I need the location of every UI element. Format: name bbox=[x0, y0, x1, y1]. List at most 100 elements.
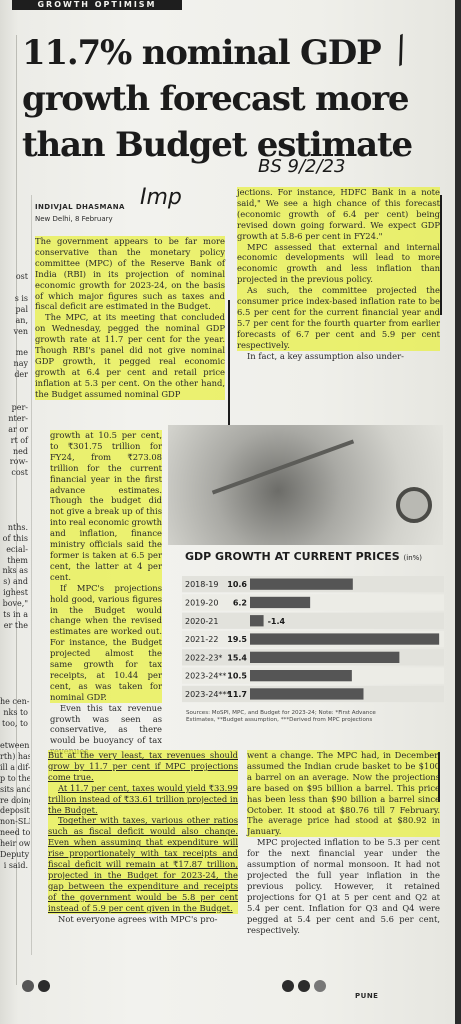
chart-source-line-1: Sources: MoSPI, MPC, and Budget for 2023… bbox=[186, 710, 376, 716]
paragraph-tax-yield: At 11.7 per cent, taxes would yield ₹33.… bbox=[48, 782, 238, 816]
adjacent-story-line: them bbox=[7, 555, 28, 565]
adjacent-story-line: p to the bbox=[0, 773, 30, 783]
headline-line-1: 11.7% nominal GDP bbox=[22, 33, 382, 73]
chart-category-label: 2018-19 bbox=[185, 580, 218, 589]
chart-title: GDP GROWTH AT CURRENT PRICES (in%) bbox=[185, 550, 422, 563]
adjacent-story-line bbox=[0, 381, 30, 392]
chart-value-label: 10.5 bbox=[227, 672, 247, 681]
adjacent-story-line bbox=[0, 686, 30, 697]
adjacent-story-line: nths. bbox=[7, 522, 28, 532]
paragraph-mpc-meeting: The MPC, at its meeting that concluded o… bbox=[35, 312, 225, 400]
chart-category-label: 2023-24*** bbox=[185, 690, 230, 699]
chart-category-label: 2023-24** bbox=[185, 672, 226, 681]
adjacent-story-line: rth) has bbox=[0, 751, 30, 761]
chart-row-bg bbox=[182, 594, 444, 611]
column-rule bbox=[16, 35, 17, 985]
author-name: INDIVJAL DHASMANA bbox=[35, 203, 125, 211]
adjacent-story-line bbox=[0, 479, 30, 490]
handwritten-date-note: BS 9/2/23 bbox=[258, 156, 346, 177]
adjacent-story-line: ecial- bbox=[6, 544, 28, 554]
adjacent-story-line: er the bbox=[3, 621, 28, 630]
adjacent-story-line bbox=[0, 337, 30, 348]
adjacent-story-line: heir own bbox=[0, 839, 30, 849]
chart-value-label: 11.7 bbox=[227, 690, 247, 699]
adjacent-story-line: ar or bbox=[8, 424, 28, 434]
article-column-left-top: The government appears to be far more co… bbox=[35, 236, 225, 400]
paragraph-mpc-assessment: MPC assessed that external and internal … bbox=[237, 241, 440, 286]
end-dot-2 bbox=[38, 980, 50, 992]
paragraph-intro: The government appears to be far more co… bbox=[35, 236, 225, 313]
paragraph-hdfc-note: jections. For instance, HDFC Bank in a n… bbox=[237, 187, 440, 242]
chart-source-note: Sources: MoSPI, MPC, and Budget for 2023… bbox=[186, 710, 436, 724]
adjacent-story-line: cost bbox=[11, 468, 28, 478]
paragraph-budget-assumption: growth at 10.5 per cent, to ₹301.75 tril… bbox=[50, 430, 162, 583]
page-edge-shadow bbox=[455, 0, 461, 1024]
adjacent-story-line bbox=[0, 665, 30, 676]
photo-graphic-arrow bbox=[211, 439, 355, 495]
adjacent-story-line: i said. bbox=[3, 860, 28, 870]
pen-bracket-bottom-right bbox=[438, 752, 440, 802]
adjacent-story-line: ost bbox=[15, 272, 28, 281]
adjacent-story-line: ven bbox=[13, 326, 28, 336]
chart-category-label: 2020-21 bbox=[185, 617, 218, 626]
article-column-right-top: jections. For instance, HDFC Bank in a n… bbox=[237, 187, 440, 362]
chart-category-label: 2019-20 bbox=[185, 598, 218, 607]
adjacent-story-line: nay bbox=[13, 359, 28, 369]
end-dot-3 bbox=[282, 980, 294, 992]
paragraph-cpi-projection: As such, the committee projected the con… bbox=[237, 285, 440, 351]
handwritten-imp-note: Imp bbox=[140, 185, 182, 210]
adjacent-story-line bbox=[0, 632, 30, 643]
article-column-narrow: growth at 10.5 per cent, to ₹301.75 tril… bbox=[50, 430, 162, 757]
chart-bar bbox=[250, 670, 352, 682]
adjacent-story-line: Deputy bbox=[0, 850, 30, 860]
adjacent-story-line: he cen- bbox=[0, 697, 30, 707]
photo-graphic-coin bbox=[396, 487, 432, 523]
adjacent-story-fragment: ost s is pal an, ven me nay der per-nter-ar o… bbox=[0, 272, 30, 872]
adjacent-story-line bbox=[0, 283, 30, 294]
chart-category-label: 2022-23* bbox=[185, 653, 222, 662]
paragraph-mpc-projections: If MPC's projections hold good, various … bbox=[50, 582, 162, 703]
adjacent-story-line: per- bbox=[11, 402, 28, 412]
chart-title-text: GDP GROWTH AT CURRENT PRICES bbox=[185, 550, 400, 563]
chart-bar bbox=[250, 596, 311, 609]
dateline: New Delhi, 8 February bbox=[35, 215, 113, 223]
adjacent-story-line: nks to bbox=[3, 708, 28, 718]
headline: 11.7% nominal GDP growth forecast more t… bbox=[22, 30, 422, 168]
headline-line-3: than Budget estimate bbox=[22, 125, 413, 165]
headline-line-2: growth forecast more bbox=[22, 79, 410, 119]
paragraph-fiscal-ratios: Together with taxes, various other ratio… bbox=[48, 815, 238, 914]
gdp-growth-chart-svg: 2018-19 10.6 2019-20 6.2 2020-21 -1.4 2021-22 1… bbox=[182, 576, 444, 703]
paragraph-tax-growth: But at the very least, tax revenues shou… bbox=[48, 750, 238, 783]
chart-bar bbox=[250, 651, 400, 663]
pen-bracket-right bbox=[440, 195, 442, 315]
end-dot-1 bbox=[22, 980, 34, 992]
adjacent-story-line: row- bbox=[9, 457, 28, 467]
chart-value-label: 19.5 bbox=[227, 635, 247, 644]
chart-unit: (in%) bbox=[403, 554, 423, 562]
chart-bar bbox=[250, 688, 364, 700]
chart-bar bbox=[250, 633, 440, 645]
chart-value-label: -1.4 bbox=[268, 617, 286, 626]
adjacent-story-line: me bbox=[15, 348, 28, 358]
adjacent-story-line: deposits bbox=[0, 806, 30, 816]
article-column-bottom-left: But at the very least, tax revenues shou… bbox=[48, 750, 238, 925]
adjacent-story-line bbox=[0, 654, 30, 665]
adjacent-story-line: non-SLR bbox=[0, 817, 30, 827]
adjacent-story-line: ned bbox=[12, 446, 28, 456]
end-dot-5 bbox=[314, 980, 326, 992]
adjacent-story-line bbox=[0, 501, 30, 512]
column-rule-inner bbox=[31, 195, 32, 955]
adjacent-story-line: s) and bbox=[3, 577, 28, 587]
chart-category-label: 2021-22 bbox=[185, 635, 218, 644]
chart-value-label: 6.2 bbox=[233, 598, 247, 607]
adjacent-story-line: etween bbox=[0, 740, 30, 750]
chart-row-bg bbox=[182, 612, 444, 629]
adjacent-story-line: bove," bbox=[2, 599, 28, 609]
chart-bar bbox=[250, 578, 353, 590]
chart-source-line-2: Estimates, **Budget assumption, ***Deriv… bbox=[186, 717, 373, 723]
section-kicker: GROWTH OPTIMISM bbox=[12, 0, 182, 10]
article-column-bottom-right: went a change. The MPC had, in December,… bbox=[247, 750, 440, 935]
adjacent-story-line: too, to bbox=[2, 719, 28, 729]
adjacent-story-line: rt of bbox=[10, 435, 28, 445]
